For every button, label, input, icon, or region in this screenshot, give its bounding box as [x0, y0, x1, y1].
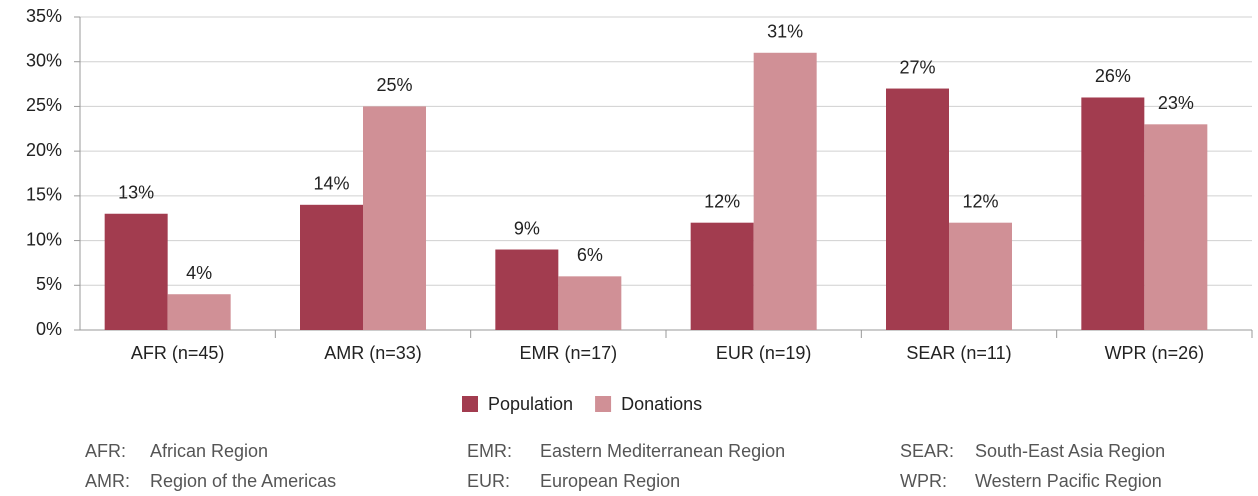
x-tick-label: AMR (n=33) — [324, 343, 422, 363]
bar — [690, 222, 754, 330]
bar — [1144, 124, 1208, 330]
bar — [1081, 97, 1145, 330]
legend-label: Population — [488, 394, 573, 414]
data-label: 31% — [767, 22, 803, 42]
y-tick-label: 0% — [36, 319, 62, 339]
bar — [753, 52, 817, 331]
y-tick-label: 15% — [26, 185, 62, 205]
y-tick-label: 5% — [36, 274, 62, 294]
legend-swatch — [462, 396, 478, 412]
footnote-abbr: EUR: — [467, 471, 510, 491]
footnote-text: South-East Asia Region — [975, 441, 1165, 461]
data-label: 23% — [1158, 93, 1194, 113]
bar — [558, 276, 622, 330]
footnote-abbr: EMR: — [467, 441, 512, 461]
footnote-abbr: WPR: — [900, 471, 947, 491]
footnote-text: European Region — [540, 471, 680, 491]
data-label: 26% — [1095, 66, 1131, 86]
footnote-text: Western Pacific Region — [975, 471, 1162, 491]
data-label: 14% — [313, 174, 349, 194]
y-tick-label: 10% — [26, 229, 62, 249]
data-label: 6% — [577, 245, 603, 265]
data-label: 27% — [899, 57, 935, 77]
bar — [886, 88, 949, 331]
bar — [949, 222, 1012, 330]
data-label: 12% — [962, 191, 998, 211]
bar — [495, 249, 559, 330]
footnote-text: Eastern Mediterranean Region — [540, 441, 785, 461]
bar — [167, 294, 231, 330]
x-tick-label: SEAR (n=11) — [906, 343, 1011, 363]
data-label: 9% — [514, 218, 540, 238]
x-tick-label: WPR (n=26) — [1105, 343, 1205, 363]
footnote-abbr: SEAR: — [900, 441, 954, 461]
legend-label: Donations — [621, 394, 702, 414]
footnote-text: African Region — [150, 441, 268, 461]
y-tick-label: 25% — [26, 95, 62, 115]
x-tick-label: AFR (n=45) — [131, 343, 225, 363]
y-tick-label: 35% — [26, 6, 62, 26]
bar — [363, 106, 426, 330]
data-label: 25% — [376, 75, 412, 95]
footnote-text: Region of the Americas — [150, 471, 336, 491]
footnote-abbr: AMR: — [85, 471, 130, 491]
data-label: 12% — [704, 191, 740, 211]
y-tick-label: 20% — [26, 140, 62, 160]
legend-swatch — [595, 396, 612, 412]
x-tick-label: EMR (n=17) — [520, 343, 618, 363]
bar — [300, 204, 363, 330]
data-label: 4% — [186, 263, 212, 283]
data-label: 13% — [118, 182, 154, 202]
bar — [104, 213, 168, 330]
footnote-abbr: AFR: — [85, 441, 126, 461]
x-tick-label: EUR (n=19) — [716, 343, 812, 363]
y-tick-label: 30% — [26, 50, 62, 70]
